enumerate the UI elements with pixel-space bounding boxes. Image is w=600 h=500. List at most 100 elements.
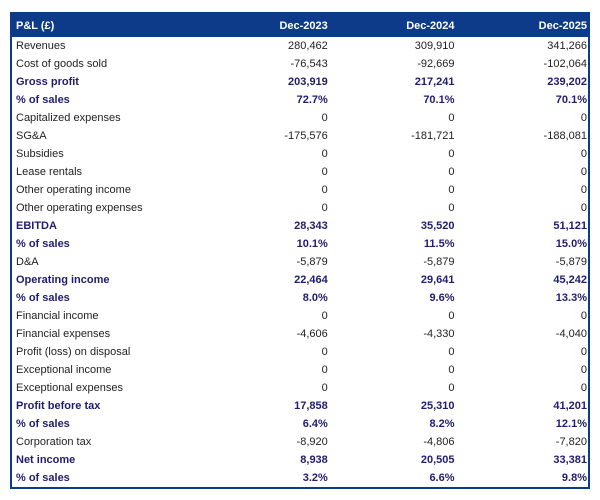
row-value-dec-2025: 45,242 (553, 274, 587, 286)
column-header-dec-2025: Dec-2025 (538, 19, 587, 32)
table-row: Exceptional expenses 0 0 0 (12, 379, 588, 397)
row-value-dec-2025: 341,266 (547, 40, 587, 52)
row-value-dec-2025: 0 (580, 112, 587, 124)
table-row: D&A -5,879 -5,879 -5,879 (12, 253, 588, 271)
row-label: Cost of goods sold (16, 58, 108, 70)
row-label: Capitalized expenses (16, 112, 121, 124)
row-value-dec-2024: 9.6% (429, 292, 455, 304)
table-row: % of sales 6.4% 8.2% 12.1% (12, 415, 588, 433)
row-value-dec-2023: 203,919 (288, 76, 328, 88)
table-row: Profit before tax 17,858 25,310 41,201 (12, 397, 588, 415)
pnl-table: P&L (£) Dec-2023 Dec-2024 Dec-2025 Reven… (10, 12, 590, 489)
row-value-dec-2023: 3.2% (302, 472, 328, 484)
row-label: Gross profit (16, 76, 79, 88)
column-header-dec-2023: Dec-2023 (279, 19, 328, 32)
table-row: % of sales 72.7% 70.1% 70.1% (12, 91, 588, 109)
row-label: Other operating income (16, 184, 131, 196)
row-value-dec-2023: -8,920 (296, 436, 328, 448)
row-value-dec-2023: 0 (321, 364, 328, 376)
row-value-dec-2024: 0 (448, 364, 455, 376)
table-row: Profit (loss) on disposal 0 0 0 (12, 343, 588, 361)
row-label: Profit before tax (16, 400, 101, 412)
row-value-dec-2025: 239,202 (547, 76, 587, 88)
row-value-dec-2024: 6.6% (429, 472, 455, 484)
row-value-dec-2024: 25,310 (420, 400, 455, 412)
table-header-row: P&L (£) Dec-2023 Dec-2024 Dec-2025 (12, 14, 588, 37)
row-value-dec-2024: 35,520 (420, 220, 455, 232)
row-value-dec-2023: 0 (321, 202, 328, 214)
row-label: % of sales (16, 292, 70, 304)
table-row: Other operating income 0 0 0 (12, 181, 588, 199)
row-label: D&A (16, 256, 39, 268)
row-value-dec-2025: 0 (580, 364, 587, 376)
row-value-dec-2025: -102,064 (543, 58, 587, 70)
row-value-dec-2025: 0 (580, 346, 587, 358)
row-value-dec-2023: 28,343 (294, 220, 328, 232)
row-value-dec-2025: -188,081 (543, 130, 587, 142)
row-value-dec-2025: -4,040 (555, 328, 587, 340)
row-label: % of sales (16, 418, 70, 430)
row-value-dec-2023: -76,543 (290, 58, 328, 70)
row-value-dec-2025: -7,820 (555, 436, 587, 448)
row-value-dec-2023: 72.7% (296, 94, 328, 106)
row-value-dec-2025: 0 (580, 310, 587, 322)
table-title: P&L (£) (16, 19, 55, 32)
row-label: % of sales (16, 238, 70, 250)
row-value-dec-2023: -4,606 (296, 328, 328, 340)
row-value-dec-2025: 51,121 (553, 220, 587, 232)
row-value-dec-2024: 70.1% (423, 94, 455, 106)
row-value-dec-2023: 8,938 (300, 454, 328, 466)
row-label: % of sales (16, 472, 70, 484)
row-value-dec-2024: -4,330 (423, 328, 455, 340)
row-label: Profit (loss) on disposal (16, 346, 131, 358)
row-value-dec-2023: 0 (321, 346, 328, 358)
row-value-dec-2024: 0 (448, 112, 455, 124)
row-value-dec-2023: 6.4% (302, 418, 328, 430)
row-value-dec-2025: 12.1% (555, 418, 587, 430)
row-value-dec-2024: 0 (448, 202, 455, 214)
table-row: Cost of goods sold -76,543 -92,669 -102,… (12, 55, 588, 73)
row-label: Exceptional expenses (16, 382, 124, 394)
row-label: Exceptional income (16, 364, 112, 376)
row-value-dec-2024: 11.5% (423, 238, 455, 250)
row-label: Subsidies (16, 148, 64, 160)
row-value-dec-2024: -181,721 (411, 130, 455, 142)
table-row: Other operating expenses 0 0 0 (12, 199, 588, 217)
row-value-dec-2025: 13.3% (555, 292, 587, 304)
row-value-dec-2025: 41,201 (553, 400, 587, 412)
row-value-dec-2025: 0 (580, 148, 587, 160)
row-value-dec-2024: -4,806 (423, 436, 455, 448)
row-label: Revenues (16, 40, 66, 52)
row-value-dec-2024: 29,641 (420, 274, 455, 286)
row-value-dec-2024: 0 (448, 166, 455, 178)
row-value-dec-2023: -5,879 (296, 256, 328, 268)
row-value-dec-2023: 0 (321, 148, 328, 160)
row-value-dec-2024: 8.2% (429, 418, 455, 430)
row-value-dec-2023: 0 (321, 112, 328, 124)
row-label: Financial income (16, 310, 99, 322)
table-row: Capitalized expenses 0 0 0 (12, 109, 588, 127)
table-row: EBITDA 28,343 35,520 51,121 (12, 217, 588, 235)
table-row: Revenues 280,462 309,910 341,266 (12, 37, 588, 55)
row-value-dec-2023: 0 (321, 382, 328, 394)
row-value-dec-2024: 0 (448, 184, 455, 196)
row-value-dec-2024: 309,910 (414, 40, 455, 52)
table-row: Corporation tax -8,920 -4,806 -7,820 (12, 433, 588, 451)
column-header-dec-2024: Dec-2024 (406, 19, 455, 32)
row-value-dec-2023: 0 (321, 184, 328, 196)
row-label: Operating income (16, 274, 110, 286)
table-row: Operating income 22,464 29,641 45,242 (12, 271, 588, 289)
table-row: Financial expenses -4,606 -4,330 -4,040 (12, 325, 588, 343)
row-value-dec-2025: 0 (580, 202, 587, 214)
row-label: EBITDA (16, 220, 57, 232)
table-row: % of sales 10.1% 11.5% 15.0% (12, 235, 588, 253)
row-value-dec-2024: 0 (448, 148, 455, 160)
table-row: Net income 8,938 20,505 33,381 (12, 451, 588, 469)
row-value-dec-2024: 0 (448, 382, 455, 394)
row-value-dec-2023: 22,464 (294, 274, 328, 286)
row-value-dec-2023: 8.0% (302, 292, 328, 304)
row-value-dec-2024: -92,669 (417, 58, 455, 70)
row-value-dec-2025: 0 (580, 184, 587, 196)
table-row: Gross profit 203,919 217,241 239,202 (12, 73, 588, 91)
